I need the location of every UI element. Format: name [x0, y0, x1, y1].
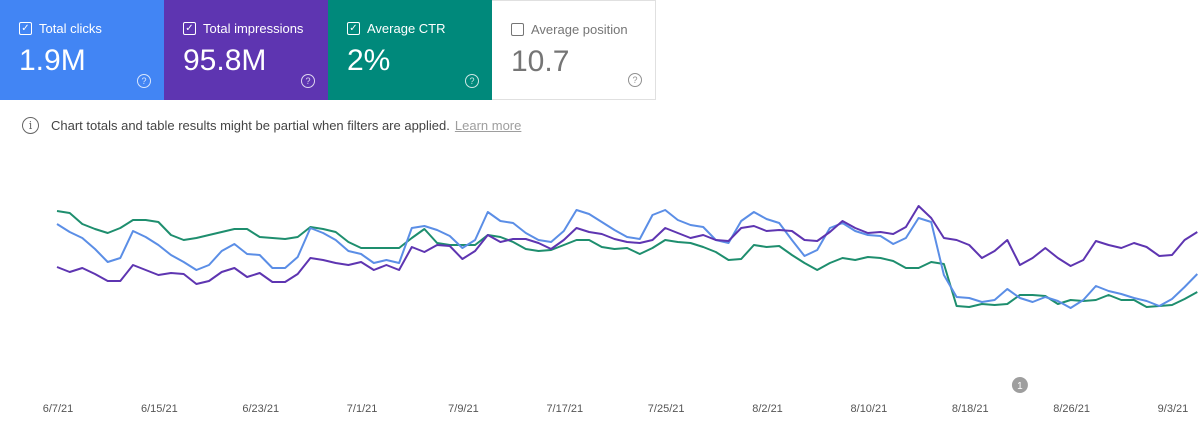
metric-card-total-impressions[interactable]: ✓ Total impressions 95.8M ?: [164, 0, 328, 100]
series-line-total-clicks: [56, 209, 1199, 309]
metric-label: Average position: [531, 22, 628, 37]
metric-label: Total clicks: [39, 21, 102, 36]
x-tick-label: 7/25/21: [648, 403, 685, 415]
x-tick-label: 8/26/21: [1053, 403, 1090, 415]
metric-card-total-clicks[interactable]: ✓ Total clicks 1.9M ?: [0, 0, 164, 100]
checkbox-checked-icon[interactable]: ✓: [183, 22, 196, 35]
series-line-average-ctr: [56, 210, 1198, 308]
x-tick-label: 6/15/21: [141, 403, 178, 415]
x-tick-label: 7/1/21: [347, 403, 378, 415]
metric-cards: ✓ Total clicks 1.9M ? ✓ Total impression…: [0, 0, 656, 100]
metric-value: 1.9M: [19, 44, 86, 77]
metric-value: 10.7: [511, 45, 570, 78]
metric-value: 2%: [347, 44, 391, 77]
help-icon[interactable]: ?: [301, 74, 315, 88]
x-tick-label: 8/18/21: [952, 403, 989, 415]
metric-label: Average CTR: [367, 21, 446, 36]
x-tick-label: 6/23/21: [242, 403, 279, 415]
metric-card-average-position[interactable]: Average position 10.7 ?: [492, 0, 656, 100]
partial-results-notice: i Chart totals and table results might b…: [22, 117, 521, 134]
metric-card-average-ctr[interactable]: ✓ Average CTR 2% ?: [328, 0, 492, 100]
help-icon[interactable]: ?: [465, 74, 479, 88]
learn-more-link[interactable]: Learn more: [454, 118, 522, 133]
notice-text: Chart totals and table results might be …: [51, 118, 450, 133]
metric-value: 95.8M: [183, 44, 267, 77]
checkbox-checked-icon[interactable]: ✓: [347, 22, 360, 35]
info-icon: i: [22, 117, 39, 134]
x-tick-label: 7/17/21: [546, 403, 583, 415]
annotation-marker[interactable]: 1: [1011, 377, 1028, 393]
x-tick-label: 6/7/21: [43, 403, 74, 415]
checkbox-checked-icon[interactable]: ✓: [19, 22, 32, 35]
x-tick-label: 8/10/21: [851, 403, 888, 415]
help-icon[interactable]: ?: [628, 73, 642, 87]
x-tick-label: 7/9/21: [448, 403, 479, 415]
checkbox-unchecked-icon[interactable]: [511, 23, 524, 36]
annotation-label: 1: [1017, 381, 1023, 392]
x-tick-label: 8/2/21: [752, 403, 783, 415]
x-tick-label: 9/3/21: [1158, 403, 1189, 415]
metric-label: Total impressions: [203, 21, 304, 36]
help-icon[interactable]: ?: [137, 74, 151, 88]
series-line-total-impressions: [56, 205, 1198, 285]
